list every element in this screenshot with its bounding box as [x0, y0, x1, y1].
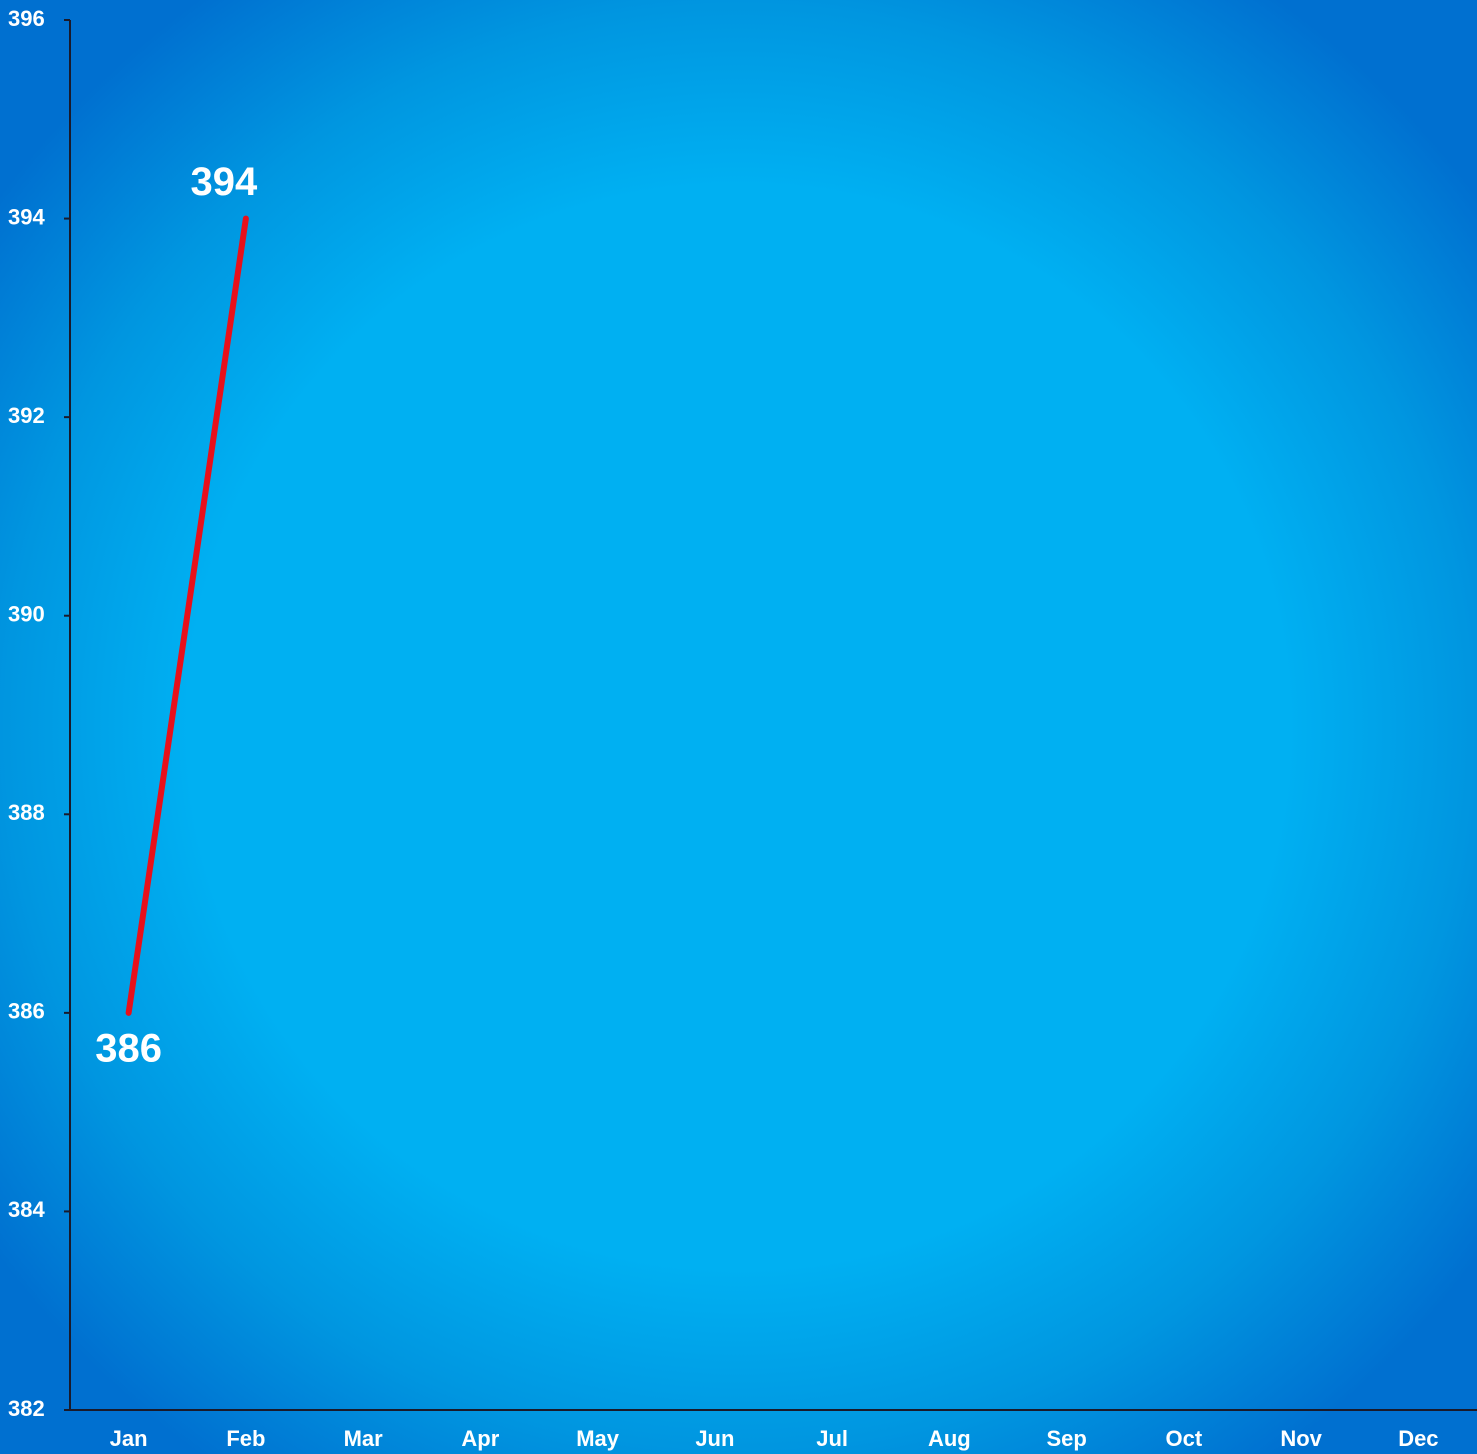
y-tick-label: 392: [8, 403, 45, 428]
y-tick-label: 384: [8, 1197, 45, 1222]
x-tick-label: Oct: [1166, 1426, 1203, 1451]
y-tick-label: 390: [8, 602, 45, 627]
y-tick-label: 382: [8, 1396, 45, 1421]
x-tick-label: Aug: [928, 1426, 971, 1451]
x-tick-label: Sep: [1046, 1426, 1086, 1451]
x-tick-label: Feb: [226, 1426, 265, 1451]
y-tick-label: 394: [8, 204, 45, 229]
y-tick-label: 386: [8, 999, 45, 1024]
data-label: 394: [191, 160, 258, 204]
data-label: 386: [95, 1026, 162, 1070]
y-tick-label: 388: [8, 800, 45, 825]
line-series: [125, 215, 249, 1016]
x-tick-label: Mar: [344, 1426, 384, 1451]
x-tick-label: Nov: [1280, 1426, 1322, 1451]
x-tick-label: Apr: [461, 1426, 499, 1451]
x-tick-label: Jun: [695, 1426, 734, 1451]
x-tick-label: Jan: [110, 1426, 148, 1451]
x-tick-label: May: [576, 1426, 620, 1451]
x-tick-label: Jul: [816, 1426, 848, 1451]
x-tick-label: Dec: [1398, 1426, 1438, 1451]
y-tick-label: 396: [8, 6, 45, 31]
